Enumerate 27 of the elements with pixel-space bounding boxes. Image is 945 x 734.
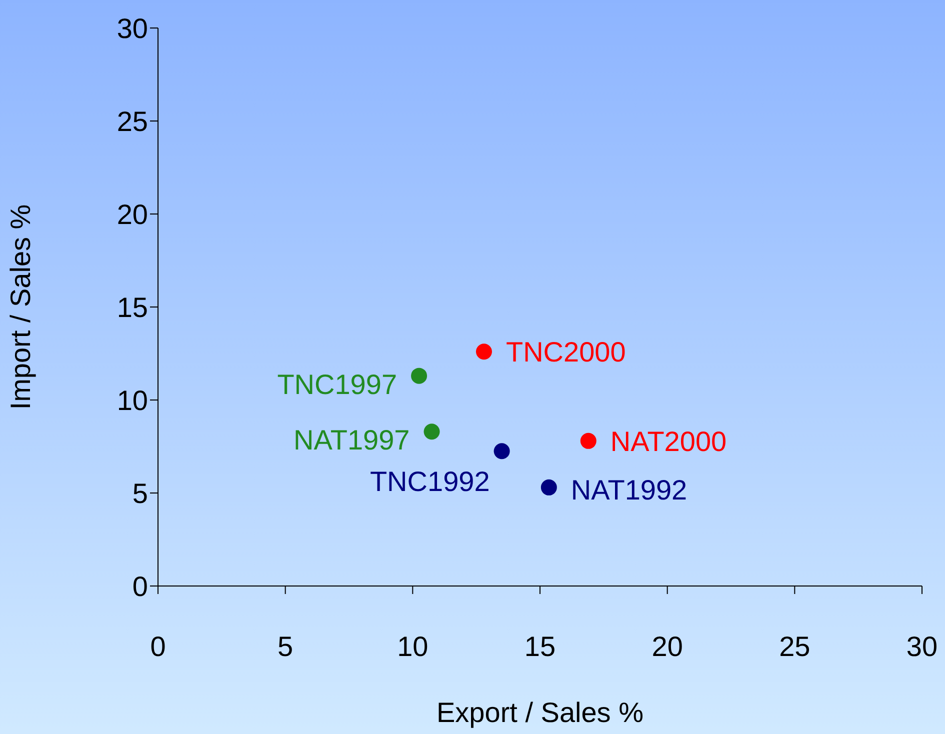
y-tick-label: 0 [132,570,148,602]
x-axis-title: Export / Sales % [436,697,644,728]
point [494,443,510,460]
point [540,479,557,496]
x-tick-label: 5 [278,630,294,662]
point [580,432,596,449]
series-label: TNC2000 [506,336,626,368]
x-tick-label: 15 [524,630,556,662]
x-tick-label: 25 [779,630,810,662]
y-tick-label: 25 [116,106,148,137]
y-tick-label: 30 [116,12,148,44]
y-tick-label: 10 [116,384,148,416]
point [476,344,492,360]
y-tick-label: 15 [116,292,148,323]
series-label: NAT2000 [610,426,727,457]
series-label: TNC1992 [370,466,490,498]
point [424,424,440,440]
series-label: NAT1997 [294,424,410,456]
y-tick-label: 20 [116,198,148,230]
y-tick-label: 5 [132,478,148,509]
x-tick-label: 20 [652,630,683,662]
series-label: NAT1992 [570,474,688,506]
x-tick-label: 10 [397,630,428,662]
point [411,368,428,384]
series-label: TNC1997 [277,368,398,400]
x-tick-label: 30 [906,630,938,662]
y-axis-title: Import / Sales % [4,204,36,410]
